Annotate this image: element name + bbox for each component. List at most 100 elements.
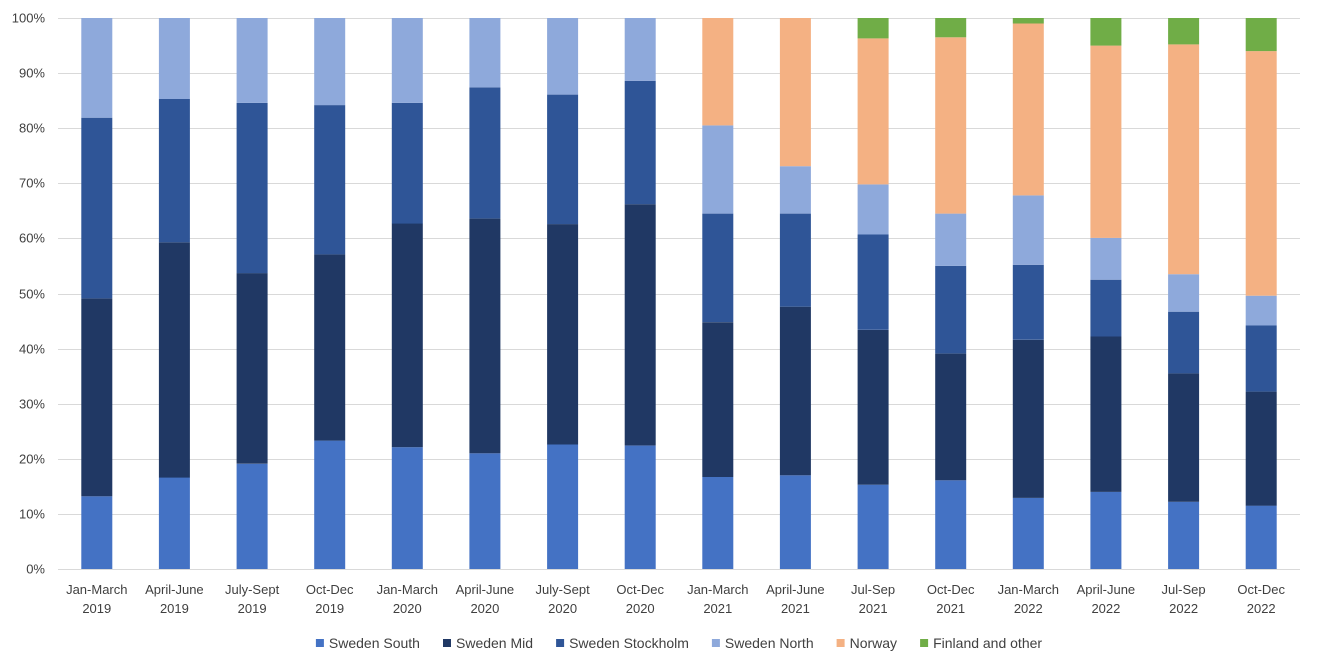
legend-item: Sweden North xyxy=(711,635,814,651)
legend-swatch xyxy=(315,639,324,647)
bar-segment xyxy=(158,18,190,99)
bar-segment xyxy=(702,322,734,477)
y-tick-label: 20% xyxy=(19,452,45,467)
bar-segment xyxy=(391,223,423,448)
bar-segment xyxy=(935,265,967,354)
y-tick-label: 80% xyxy=(19,121,45,136)
bar-segment xyxy=(1090,18,1122,46)
bar-segment xyxy=(1090,45,1122,238)
x-tick-label: 2022 xyxy=(1169,601,1198,616)
bar-segment xyxy=(857,329,889,485)
bar-segment xyxy=(1090,279,1122,337)
bar-segment xyxy=(469,453,501,569)
x-tick-label: July-Sept xyxy=(535,582,590,597)
legend-item: Finland and other xyxy=(920,635,1042,651)
bar-segment xyxy=(314,440,346,569)
bar-segment xyxy=(1168,18,1200,45)
y-tick-label: 0% xyxy=(26,562,45,577)
x-tick-label: Oct-Dec xyxy=(1237,582,1285,597)
bar-segment xyxy=(624,204,656,446)
bar-segment xyxy=(1168,274,1200,312)
x-tick-label: 2020 xyxy=(548,601,577,616)
bar-segment xyxy=(857,484,889,569)
x-tick-label: Jan-March xyxy=(66,582,127,597)
x-tick-label: 2021 xyxy=(703,601,732,616)
bar-segment xyxy=(779,306,811,476)
y-tick-label: 40% xyxy=(19,342,45,357)
bar-segment xyxy=(779,475,811,569)
legend-swatch xyxy=(920,639,929,647)
x-tick-label: 2019 xyxy=(238,601,267,616)
bar-segment xyxy=(1245,391,1277,506)
legend-swatch xyxy=(556,639,565,647)
bar-segment xyxy=(1012,18,1044,24)
bar-segment xyxy=(1168,44,1200,275)
bars xyxy=(81,18,1277,569)
bar-segment xyxy=(158,477,190,569)
x-tick-label: 2020 xyxy=(393,601,422,616)
bar-segment xyxy=(1168,501,1200,569)
bar-segment xyxy=(857,18,889,39)
bar-segment xyxy=(702,477,734,569)
bar-segment xyxy=(857,234,889,330)
x-tick-label: 2019 xyxy=(315,601,344,616)
legend-label: Sweden Stockholm xyxy=(569,635,689,651)
bar-segment xyxy=(1245,505,1277,569)
bar-segment xyxy=(391,102,423,224)
bar-segment xyxy=(935,18,967,38)
bar-segment xyxy=(547,94,579,225)
bar-segment xyxy=(935,213,967,266)
bar-segment xyxy=(314,254,346,441)
x-tick-label: 2021 xyxy=(859,601,888,616)
x-tick-label: July-Sept xyxy=(225,582,280,597)
bar-segment xyxy=(1012,23,1044,196)
x-tick-label: April-June xyxy=(145,582,204,597)
bar-segment xyxy=(857,38,889,185)
bar-segment xyxy=(236,18,268,103)
y-tick-label: 90% xyxy=(19,66,45,81)
bar-segment xyxy=(935,353,967,481)
x-tick-label: Jul-Sep xyxy=(1162,582,1206,597)
bar-segment xyxy=(1090,491,1122,569)
bar-segment xyxy=(1168,373,1200,502)
bar-segment xyxy=(1090,237,1122,280)
legend-label: Sweden Mid xyxy=(456,635,533,651)
legend-swatch xyxy=(836,639,845,647)
bar-segment xyxy=(314,18,346,106)
bar-segment xyxy=(236,463,268,569)
y-tick-label: 100% xyxy=(12,11,46,26)
bar-segment xyxy=(1168,311,1200,374)
bar-segment xyxy=(1245,51,1277,296)
bar-segment xyxy=(1012,497,1044,569)
legend-item: Sweden South xyxy=(315,635,420,651)
bar-segment xyxy=(547,18,579,95)
x-tick-label: April-June xyxy=(456,582,515,597)
x-tick-label: Jan-March xyxy=(998,582,1059,597)
x-tick-label: 2021 xyxy=(781,601,810,616)
x-tick-label: 2020 xyxy=(470,601,499,616)
bar-segment xyxy=(236,102,268,274)
bar-segment xyxy=(81,496,113,569)
x-tick-label: April-June xyxy=(1077,582,1136,597)
x-tick-label: 2021 xyxy=(936,601,965,616)
y-tick-label: 50% xyxy=(19,287,45,302)
legend-item: Sweden Mid xyxy=(443,635,533,651)
bar-segment xyxy=(391,447,423,569)
bar-segment xyxy=(1012,264,1044,340)
bar-segment xyxy=(702,18,734,126)
bar-segment xyxy=(391,18,423,103)
legend-label: Finland and other xyxy=(933,635,1042,651)
bar-segment xyxy=(624,80,656,205)
x-tick-label: Oct-Dec xyxy=(306,582,354,597)
bar-segment xyxy=(1245,18,1277,52)
bar-segment xyxy=(624,445,656,569)
legend-item: Norway xyxy=(836,635,897,651)
legend-swatch xyxy=(711,639,720,647)
bar-segment xyxy=(702,213,734,323)
x-tick-label: 2019 xyxy=(160,601,189,616)
bar-segment xyxy=(158,99,190,243)
x-tick-label: Oct-Dec xyxy=(927,582,975,597)
x-tick-label: April-June xyxy=(766,582,825,597)
y-tick-label: 70% xyxy=(19,176,45,191)
